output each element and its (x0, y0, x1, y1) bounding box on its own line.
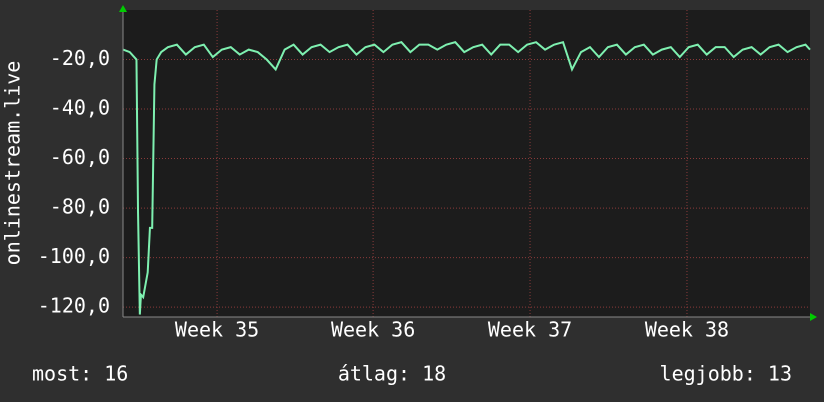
x-tick-label: Week 36 (331, 318, 415, 342)
x-tick-label: Week 38 (645, 318, 729, 342)
x-arrow (810, 313, 817, 321)
data-line (122, 40, 811, 315)
grid (123, 10, 810, 317)
y-tick-label: -60,0 (50, 145, 110, 169)
y-tick-label: -120,0 (38, 294, 110, 318)
y-tick-label: -20,0 (50, 46, 110, 70)
y-axis-label: onlinestream.live (1, 61, 25, 266)
footer-average: átlag: 18 (338, 362, 446, 386)
plot-area (123, 10, 810, 317)
x-tick-label: Week 35 (175, 318, 259, 342)
y-tick-label: -100,0 (38, 244, 110, 268)
x-tick-label: Week 37 (488, 318, 572, 342)
y-tick-label: -40,0 (50, 96, 110, 120)
y-arrow (119, 5, 127, 12)
footer-current: most: 16 (32, 362, 128, 386)
y-tick-label: -80,0 (50, 195, 110, 219)
marks (122, 40, 811, 315)
footer-best: legjobb: 13 (660, 362, 792, 386)
